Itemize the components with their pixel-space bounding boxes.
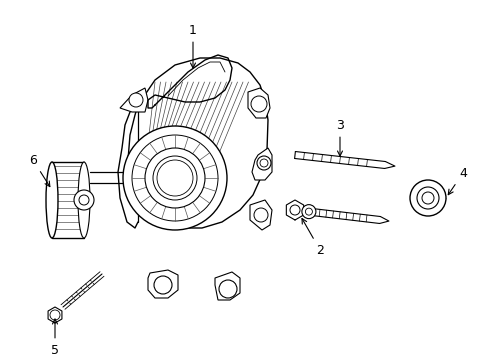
Circle shape [157,160,193,196]
Circle shape [168,171,182,185]
Circle shape [50,310,60,320]
Circle shape [162,165,187,191]
Polygon shape [251,148,271,180]
Ellipse shape [46,162,58,238]
Polygon shape [148,270,178,298]
Circle shape [154,276,172,294]
Circle shape [132,135,218,221]
Circle shape [129,93,142,107]
Circle shape [145,148,204,208]
Text: 4: 4 [447,166,466,195]
Circle shape [153,156,197,200]
Circle shape [305,208,312,215]
Circle shape [301,204,315,219]
Text: 6: 6 [29,153,50,186]
Text: 5: 5 [51,319,59,356]
Circle shape [253,208,267,222]
Text: 3: 3 [335,118,343,156]
Circle shape [123,126,226,230]
Circle shape [421,192,433,204]
Polygon shape [215,272,240,300]
Circle shape [74,190,94,210]
Text: 2: 2 [302,219,323,256]
Circle shape [257,156,270,170]
Text: 1: 1 [189,23,197,68]
Circle shape [416,187,438,209]
Circle shape [219,280,237,298]
Polygon shape [247,88,269,118]
Circle shape [79,195,89,205]
Polygon shape [249,200,271,230]
Circle shape [127,130,223,226]
Circle shape [409,180,445,216]
Circle shape [250,96,266,112]
Polygon shape [120,88,148,112]
Ellipse shape [78,162,90,238]
Circle shape [289,205,299,215]
Circle shape [260,159,267,167]
